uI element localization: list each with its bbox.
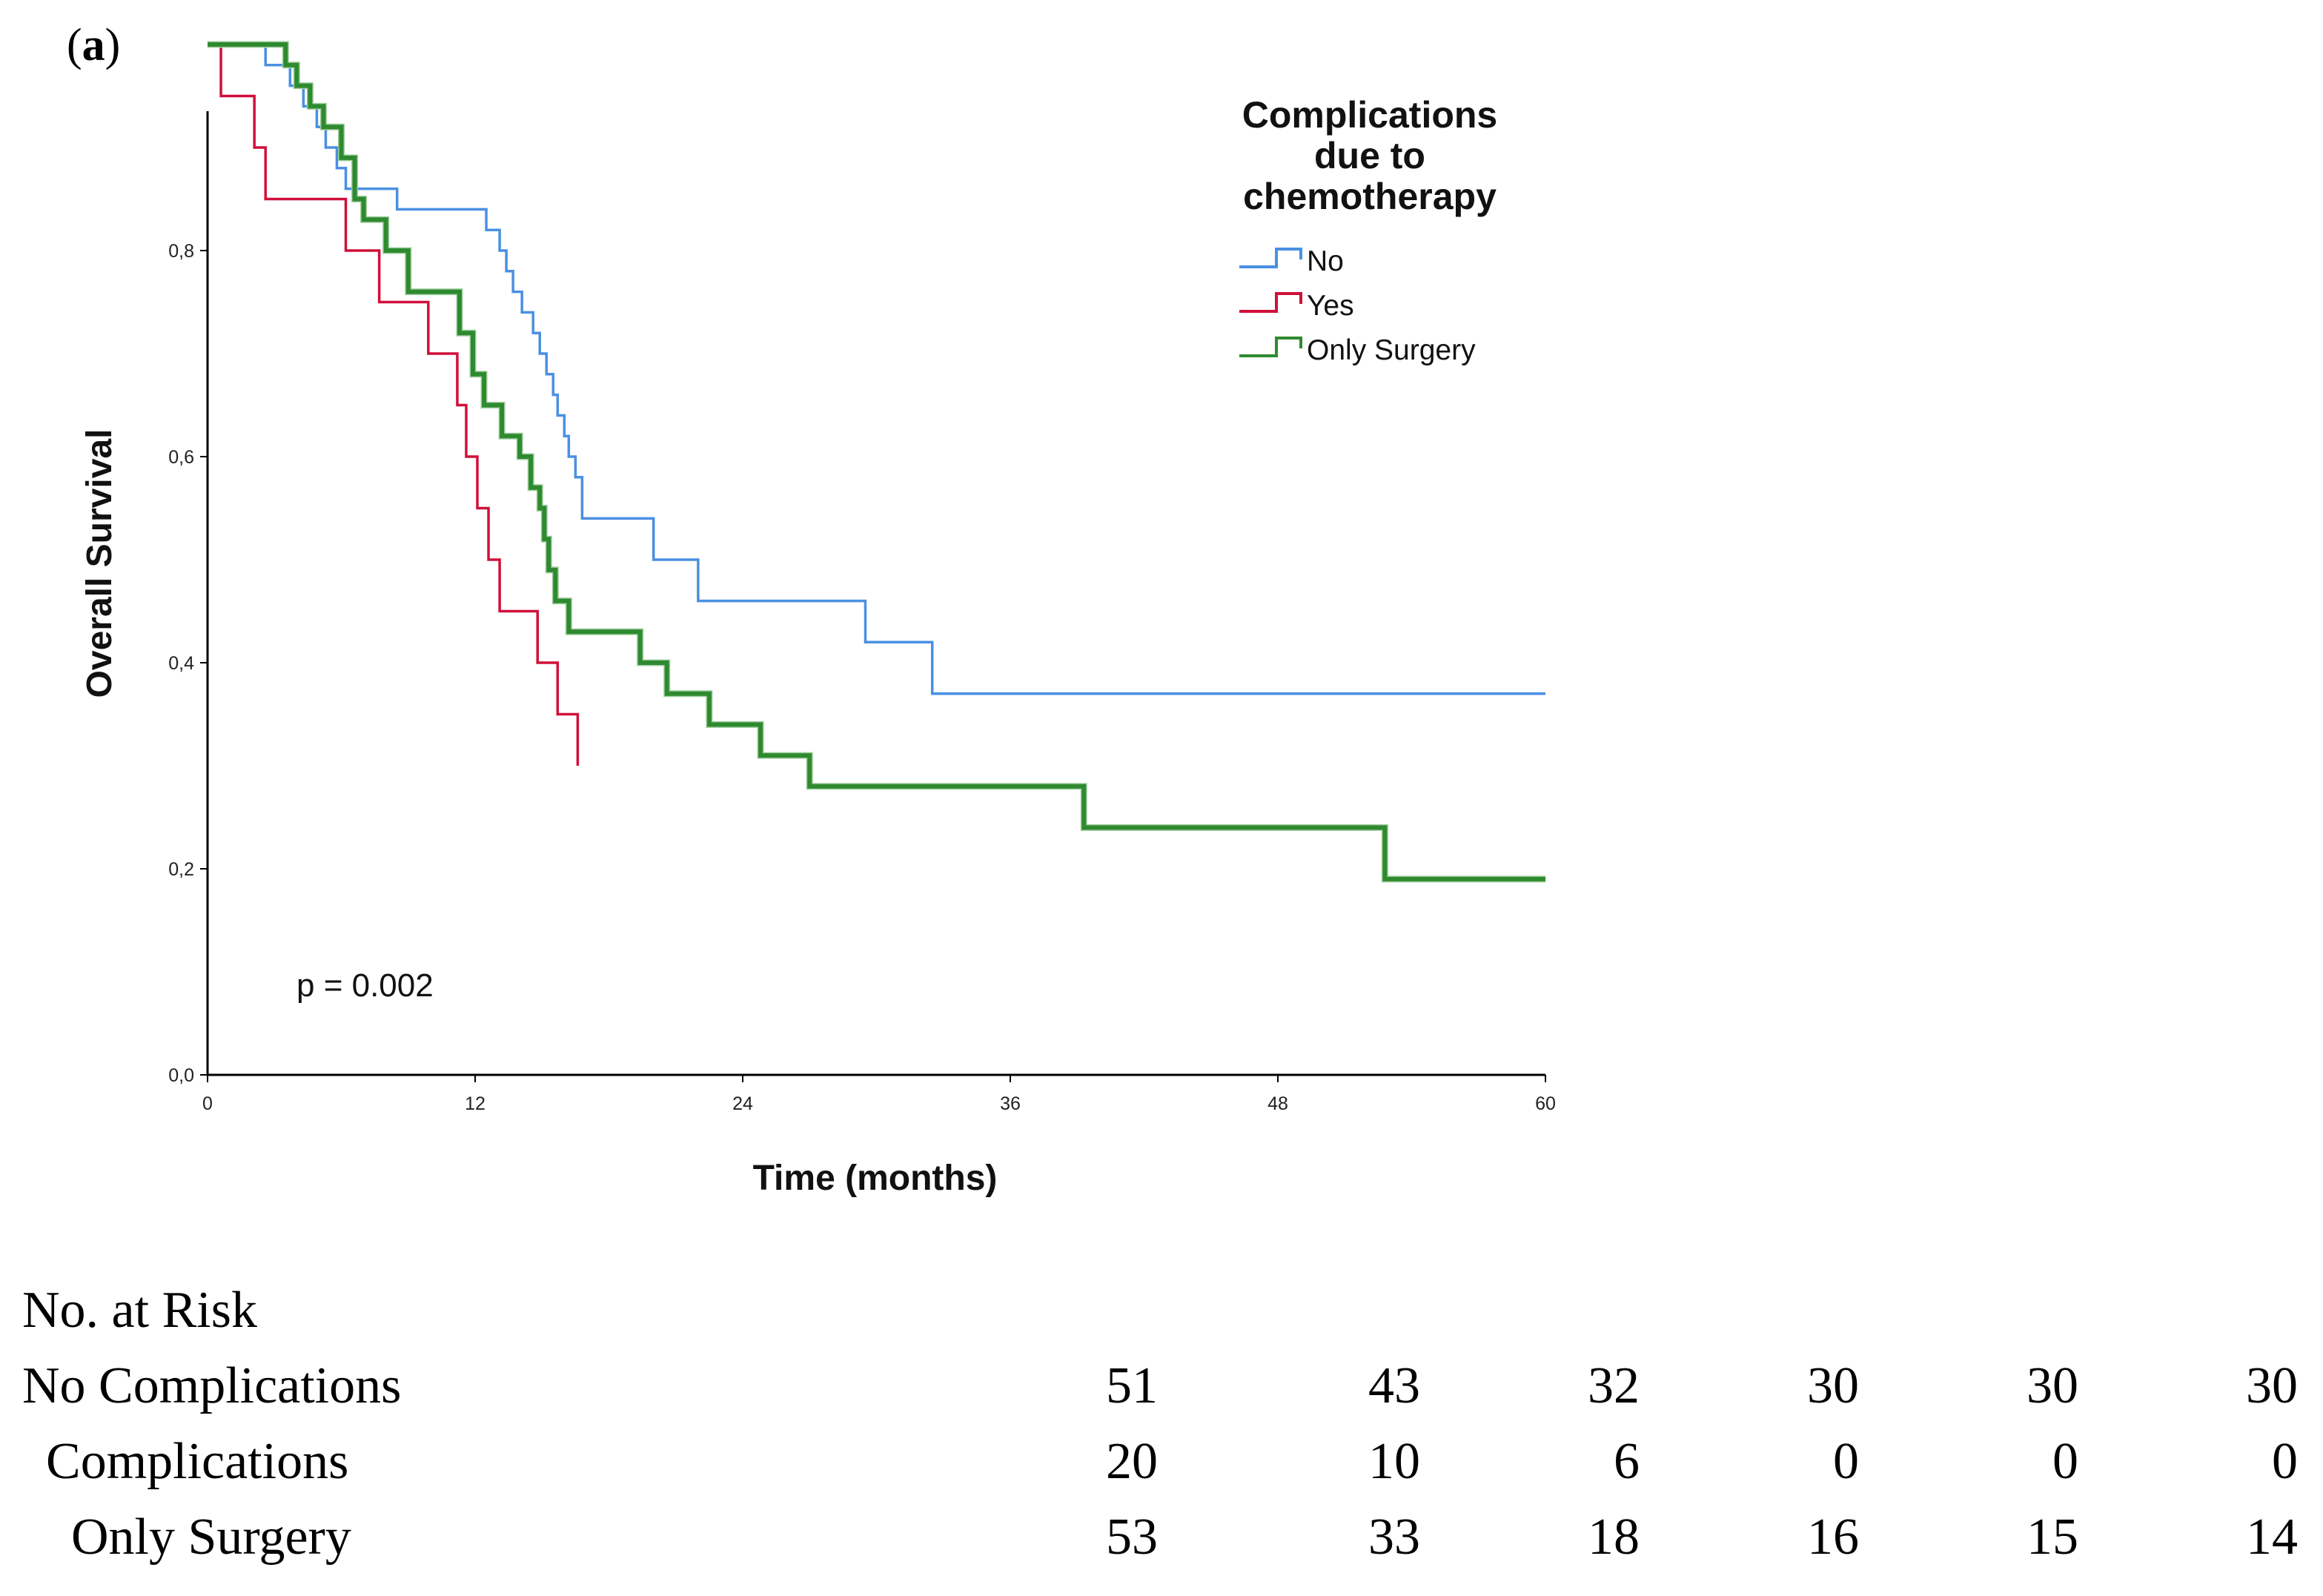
legend-title-line: due to: [1314, 135, 1425, 176]
x-axis-title: Time (months): [753, 1159, 998, 1198]
y-tick-label: 0,2: [168, 859, 194, 880]
legend-title-line: chemotherapy: [1243, 176, 1497, 217]
risk-cell: 15: [2027, 1509, 2078, 1566]
x-tick-label: 12: [465, 1093, 486, 1114]
risk-cell: 30: [2246, 1357, 2298, 1414]
risk-table-title: No. at Risk: [22, 1282, 257, 1339]
legend-swatch-yes: [1239, 292, 1302, 313]
p-value-annotation: p = 0.002: [296, 967, 434, 1004]
risk-cell: 30: [1807, 1357, 1859, 1414]
risk-row-label: Only Surgery: [71, 1509, 351, 1566]
y-tick-label: 0,4: [168, 653, 194, 674]
y-tick-label: 0,8: [168, 241, 194, 262]
risk-cell: 14: [2246, 1509, 2298, 1566]
x-tick-label: 0: [202, 1093, 213, 1114]
x-tick-label: 60: [1535, 1093, 1556, 1114]
legend-title-line: Complications: [1242, 94, 1497, 136]
y-axis-title: Overall Survival: [80, 429, 119, 698]
risk-cell: 18: [1588, 1509, 1640, 1566]
y-tick-label: 0,0: [168, 1065, 194, 1086]
series-line-only-surgery: [208, 42, 1545, 881]
legend-label: No: [1307, 245, 1344, 277]
risk-cell: 0: [2272, 1433, 2298, 1490]
risk-cell: 43: [1368, 1357, 1420, 1414]
risk-cell: 51: [1106, 1357, 1158, 1414]
risk-cell: 10: [1368, 1433, 1420, 1490]
legend-label: Yes: [1307, 290, 1354, 322]
x-tick-label: 36: [1000, 1093, 1021, 1114]
legend-swatch-no: [1239, 248, 1302, 268]
x-tick-label: 48: [1267, 1093, 1288, 1114]
risk-cell: 0: [2052, 1433, 2078, 1490]
legend-label: Only Surgery: [1307, 334, 1476, 366]
risk-cell: 20: [1106, 1433, 1158, 1490]
risk-cell: 32: [1588, 1357, 1640, 1414]
risk-row-label: Complications: [46, 1433, 349, 1490]
risk-row-label: No Complications: [22, 1357, 402, 1414]
panel-label: (a): [67, 20, 121, 70]
risk-cell: 33: [1368, 1509, 1420, 1566]
risk-cell: 6: [1614, 1433, 1640, 1490]
series-line-yes: [208, 43, 580, 766]
risk-cell: 53: [1106, 1509, 1158, 1566]
y-tick-label: 0,6: [168, 447, 194, 468]
risk-cell: 30: [2027, 1357, 2078, 1414]
chart-axes: 0 12 24 36 48 60 0,0 0,2 0,4 0,6 0,8 Time (months) O…: [80, 111, 1556, 1198]
risk-cell: 16: [1807, 1509, 1859, 1566]
legend-swatch-only-surgery: [1239, 337, 1302, 357]
x-tick-label: 24: [732, 1093, 753, 1114]
risk-cell: 0: [1833, 1433, 1859, 1490]
kaplan-meier-chart: 0 12 24 36 48 60 0,0 0,2 0,4 0,6 0,8 Time (months) O…: [80, 41, 1556, 1198]
survival-curves: [208, 41, 1545, 883]
